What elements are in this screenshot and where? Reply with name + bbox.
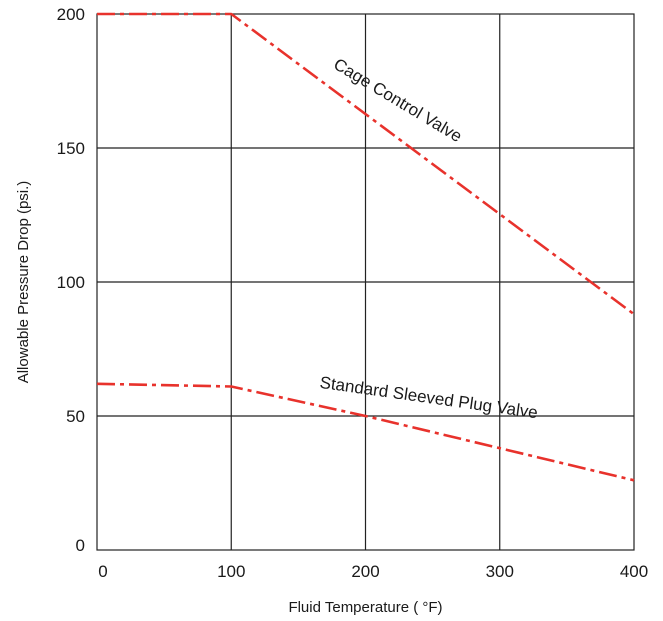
y-tick-label-200: 200 — [57, 5, 85, 24]
y-tick-label-150: 150 — [57, 139, 85, 158]
series-line-0 — [97, 12, 635, 316]
x-tick-label-200: 200 — [351, 562, 379, 581]
y-tick-label-100: 100 — [57, 273, 85, 292]
x-tick-label-400: 400 — [620, 562, 648, 581]
series-label-standard-sleeved-plug-valve: Standard Sleeved Plug Valve — [319, 373, 539, 422]
y-tick-label-0: 0 — [76, 536, 85, 555]
series-label-cage-control-valve: Cage Control Valve — [330, 55, 465, 147]
plot-frame — [96, 13, 635, 551]
x-tick-labels: 0 100 200 300 400 — [98, 562, 648, 581]
x-tick-label-100: 100 — [217, 562, 245, 581]
x-axis-title: Fluid Temperature ( °F) — [288, 599, 442, 616]
series-line-1 — [96, 382, 635, 482]
x-tick-label-300: 300 — [486, 562, 514, 581]
series-lines — [96, 12, 635, 482]
grid-lines — [97, 14, 634, 550]
y-tick-label-50: 50 — [66, 407, 85, 426]
x-tick-label-0: 0 — [98, 562, 107, 581]
y-tick-labels: 0 50 100 150 200 — [57, 5, 85, 555]
y-axis-title: Allowable Pressure Drop (psi.) — [15, 181, 32, 384]
